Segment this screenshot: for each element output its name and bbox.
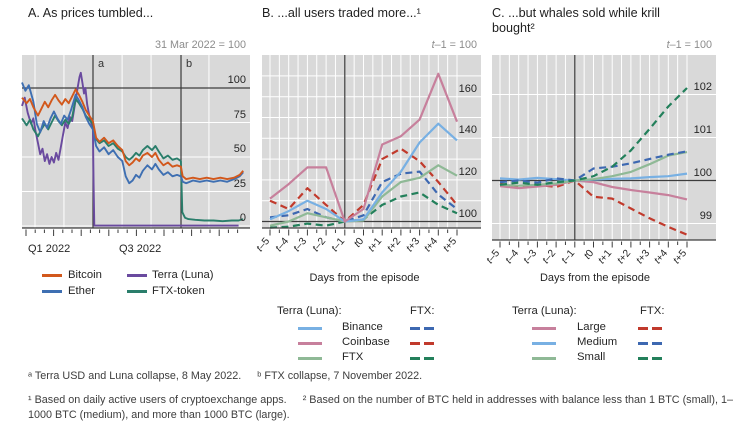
footnote-1: ¹ Based on daily active users of cryptoe…: [28, 394, 287, 406]
legend-swatch-ether: [42, 290, 62, 293]
legend-label-coinbase: Coinbase: [342, 336, 390, 348]
legend-label-ether: Ether: [68, 285, 96, 297]
y-tick-label-100: 100: [227, 74, 246, 86]
legend-swatch-large-solid: [532, 327, 556, 330]
footnote-numbered: ¹ Based on daily active users of cryptoe…: [28, 393, 736, 423]
panel-c-unit-label: t–1 = 100: [666, 39, 712, 51]
legend-swatch-large-dashed: [638, 327, 662, 330]
footnote-event-b: ᵇ FTX collapse, 7 November 2022.: [257, 370, 423, 382]
x-tick-label-0: Q1 2022: [28, 243, 71, 255]
legend-label-binance: Binance: [342, 321, 383, 333]
panel-b-unit-label: t–1 = 100: [431, 39, 477, 51]
legend-swatch-binance-dashed: [410, 327, 434, 330]
panel-a-title: A. As prices tumbled...: [28, 6, 154, 20]
legend-swatch-coinbase-solid: [298, 342, 322, 345]
plot-area-a: [22, 55, 250, 228]
y-tick-label-100: 100: [693, 166, 712, 179]
series-ftx-binance: [269, 170, 458, 223]
plot-svg-c: [492, 55, 716, 248]
x-axis-title-b: Days from the episode: [309, 272, 420, 284]
legend-swatch-small-solid: [532, 357, 556, 360]
plot-area-c: [492, 55, 716, 240]
plot-svg-a: [21, 55, 250, 236]
series-ftx-coinbase: [269, 147, 458, 223]
legend-swatch-coinbase-dashed: [410, 342, 434, 345]
y-tick-label-50: 50: [233, 143, 246, 155]
event-label-b: b: [186, 58, 193, 70]
panel-c-title: C. ...but whales sold while krill bought…: [492, 6, 660, 35]
panel-a-unit-label: 31 Mar 2022 = 100: [155, 39, 246, 51]
y-tick-label-100: 100: [458, 207, 477, 220]
y-tick-label-140: 140: [458, 124, 477, 137]
series-ether: [21, 82, 244, 185]
legend-label-small: Small: [577, 351, 606, 363]
event-label-a: a: [97, 58, 105, 70]
series-ftx-token: [21, 98, 244, 223]
legend-swatch-terra: [127, 274, 147, 277]
y-tick-label-160: 160: [458, 82, 477, 95]
legend-swatch-ftx-exchange-dashed: [410, 357, 434, 360]
series-terra-luna--small: [499, 151, 688, 187]
y-tick-label-101: 101: [693, 123, 712, 136]
legend-group-ftx-c: FTX:: [640, 305, 665, 317]
legend-label-ftx-token: FTX-token: [152, 285, 205, 297]
legend-label-medium: Medium: [577, 336, 618, 348]
panel-b-title: B. ...all users traded more...¹: [262, 6, 421, 20]
legend-label-large: Large: [577, 321, 606, 333]
footnote-events: ᵃ Terra USD and Luna collapse, 8 May 202…: [28, 369, 736, 384]
y-tick-label-75: 75: [233, 108, 246, 121]
footnote-2: ² Based on the number of BTC held in add…: [28, 394, 733, 421]
x-tick-label-1: Q3 2022: [119, 243, 162, 255]
legend-label-terra: Terra (Luna): [152, 269, 214, 281]
legend-group-terra-b: Terra (Luna):: [277, 305, 342, 317]
legend-swatch-ftx-token: [127, 290, 147, 293]
legend-group-ftx-b: FTX:: [410, 305, 435, 317]
series-terra-luna--binance: [269, 122, 458, 223]
series-terra-luna--large: [499, 179, 688, 201]
y-tick-label-102: 102: [693, 80, 712, 93]
series-bitcoin: [21, 88, 244, 181]
x-axis-title-c: Days from the episode: [539, 272, 651, 284]
series-terra-luna-: [21, 71, 239, 227]
plot-svg-b: [262, 55, 481, 236]
legend-swatch-small-dashed: [638, 357, 662, 360]
series-ftx-medium: [499, 150, 688, 184]
legend-swatch-medium-solid: [532, 342, 556, 345]
legend-label-bitcoin: Bitcoin: [68, 269, 102, 281]
series-terra-luna--coinbase: [269, 72, 459, 223]
y-tick-label-25: 25: [233, 177, 246, 190]
legend-group-terra-c: Terra (Luna):: [512, 305, 577, 317]
series-ftx-small: [499, 87, 688, 186]
legend-swatch-bitcoin: [42, 274, 62, 277]
legend-swatch-ftx-exchange-solid: [298, 357, 322, 360]
y-tick-label-120: 120: [458, 165, 477, 178]
footnote-event-a: ᵃ Terra USD and Luna collapse, 8 May 202…: [28, 370, 242, 382]
y-tick-label-99: 99: [699, 209, 712, 222]
y-tick-label-0: 0: [239, 212, 246, 224]
legend-swatch-binance-solid: [298, 327, 322, 330]
legend-label-ftx-exchange: FTX: [342, 351, 364, 363]
legend-swatch-medium-dashed: [638, 342, 662, 345]
